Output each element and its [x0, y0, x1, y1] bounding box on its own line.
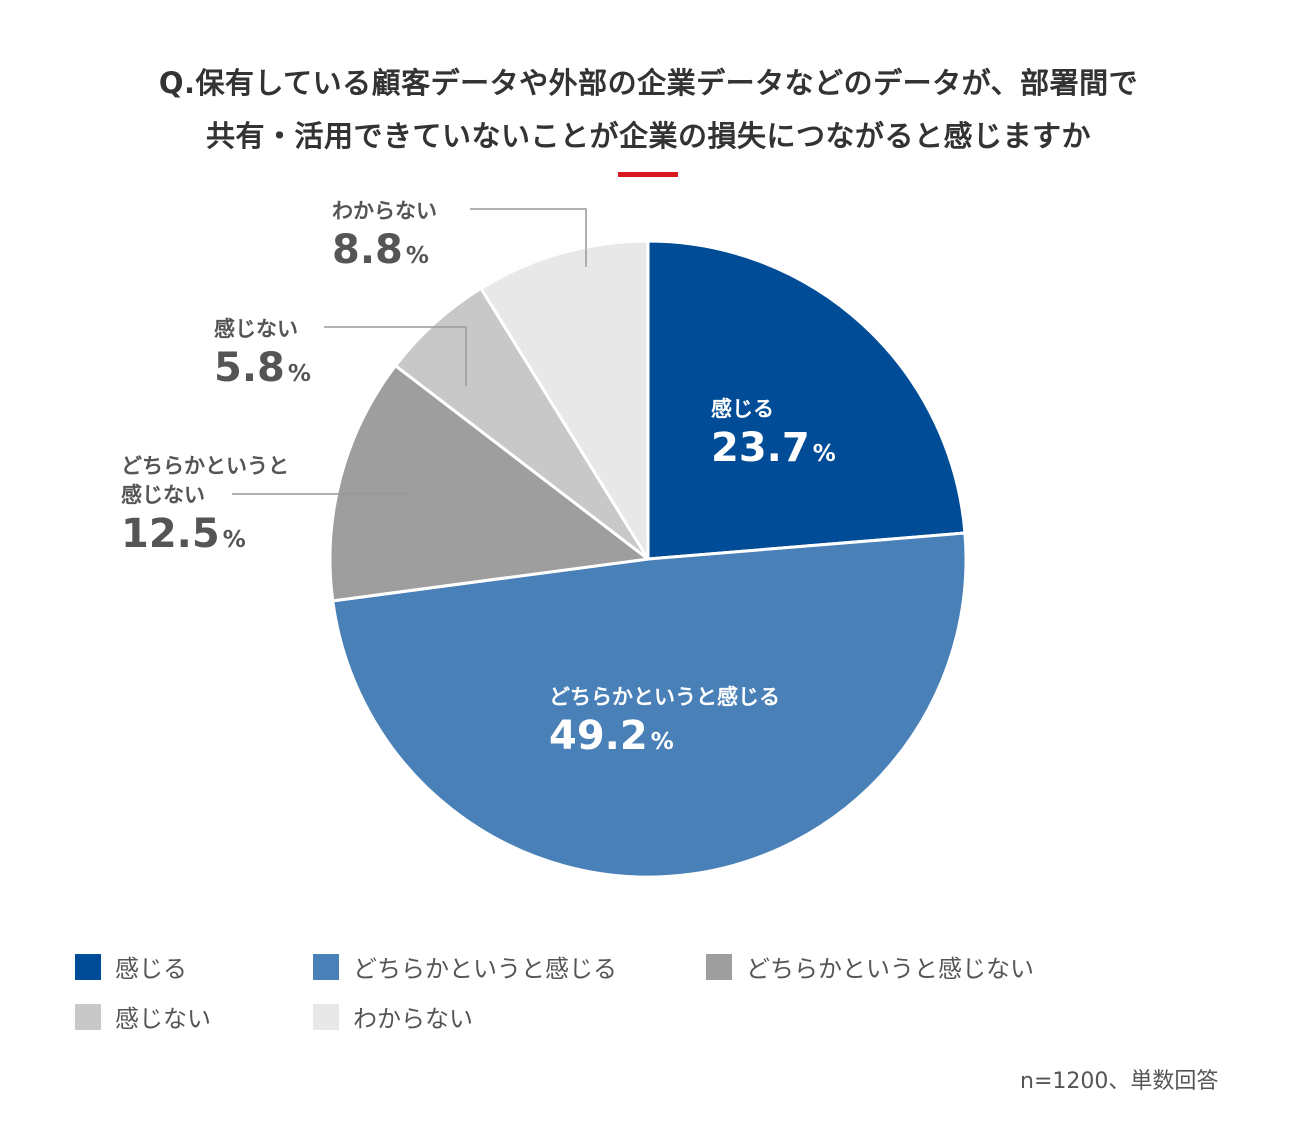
legend-item-1: 感じる	[75, 949, 187, 984]
legend-item-2: どちらかというと感じる	[313, 949, 617, 984]
legend-label: わからない	[353, 1005, 473, 1033]
legend-label: 感じる	[115, 955, 187, 983]
slice-label-1: 感じる 23.7%	[711, 397, 836, 471]
chart-title-line-1: Q.保有している顧客データや外部の企業データなどのデータが、部署間で	[158, 66, 1139, 100]
legend-item-3: どちらかというと感じない	[706, 949, 1034, 984]
slice-name-label: わからない	[332, 199, 437, 223]
sample-size-note: n=1200、単数回答	[1020, 1069, 1219, 1094]
slice-label-5: わからない 8.8%	[332, 199, 437, 273]
pie-slice-2	[331, 531, 968, 879]
slice-label-3: どちらかというと感じない 12.5%	[121, 454, 289, 557]
slice-name-label: 感じる	[711, 397, 774, 421]
leader-line-4	[324, 326, 467, 386]
legend-label: 感じない	[115, 1005, 211, 1033]
slice-label-4: 感じない 5.8%	[214, 317, 311, 391]
slice-name-label: 感じない	[121, 483, 205, 507]
slice-name-label: どちらかというと	[121, 454, 289, 478]
legend-swatch	[75, 953, 101, 980]
pie-slice-5	[479, 239, 650, 561]
title-accent-bar	[618, 172, 678, 177]
pie-slice-3	[328, 364, 650, 603]
slice-value-label: 23.7%	[711, 425, 836, 471]
legend-swatch	[313, 953, 339, 980]
legend-swatch	[706, 953, 732, 980]
legend-swatch	[75, 1003, 101, 1030]
pie-slice-1	[646, 239, 967, 561]
leader-line-5	[470, 208, 587, 267]
slice-name-label: どちらかというと感じる	[549, 685, 780, 709]
legend-item-5: わからない	[313, 999, 473, 1034]
slice-value-label: 8.8%	[332, 227, 429, 273]
slice-name-label: 感じない	[214, 317, 298, 341]
legend-item-4: 感じない	[75, 999, 211, 1034]
chart-title-line-2: 共有・活用できていないことが企業の損失につながると感じますか	[205, 119, 1091, 153]
legend-swatch	[313, 1003, 339, 1030]
legend-label: どちらかというと感じない	[746, 955, 1034, 983]
slice-value-label: 49.2%	[549, 713, 674, 759]
slice-value-label: 5.8%	[214, 345, 311, 391]
slice-label-2: どちらかというと感じる 49.2%	[549, 685, 780, 759]
slice-value-label: 12.5%	[121, 511, 246, 557]
legend-label: どちらかというと感じる	[353, 955, 617, 983]
